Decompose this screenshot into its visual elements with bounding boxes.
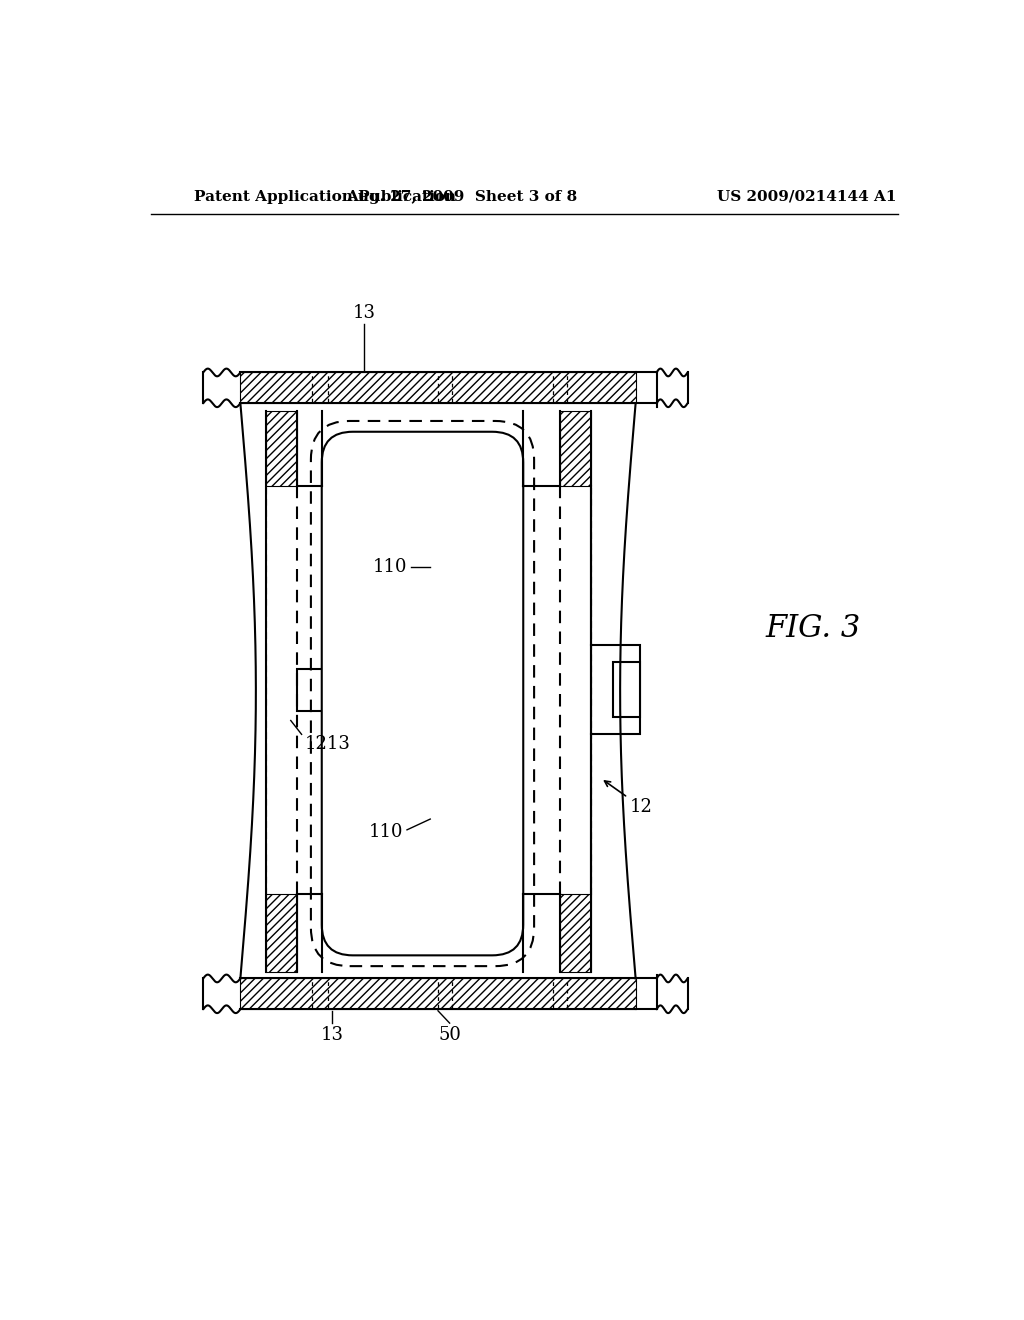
FancyBboxPatch shape	[322, 432, 523, 956]
Text: FIG. 3: FIG. 3	[765, 612, 860, 644]
Polygon shape	[592, 645, 640, 734]
Text: 12: 12	[630, 797, 653, 816]
Polygon shape	[266, 411, 297, 486]
Text: US 2009/0214144 A1: US 2009/0214144 A1	[717, 190, 896, 203]
Text: Aug. 27, 2009  Sheet 3 of 8: Aug. 27, 2009 Sheet 3 of 8	[346, 190, 577, 203]
Text: 1213: 1213	[305, 735, 350, 752]
Polygon shape	[613, 663, 640, 717]
Polygon shape	[560, 894, 592, 973]
Polygon shape	[266, 894, 297, 973]
Text: 13: 13	[321, 1026, 343, 1044]
Polygon shape	[241, 978, 636, 1010]
Text: 110: 110	[373, 557, 407, 576]
Polygon shape	[560, 411, 592, 486]
Text: 50: 50	[438, 1026, 461, 1044]
Text: 110: 110	[369, 824, 403, 841]
Polygon shape	[297, 668, 334, 711]
Polygon shape	[241, 372, 636, 404]
Text: Patent Application Publication: Patent Application Publication	[194, 190, 456, 203]
Text: 13: 13	[353, 304, 376, 322]
